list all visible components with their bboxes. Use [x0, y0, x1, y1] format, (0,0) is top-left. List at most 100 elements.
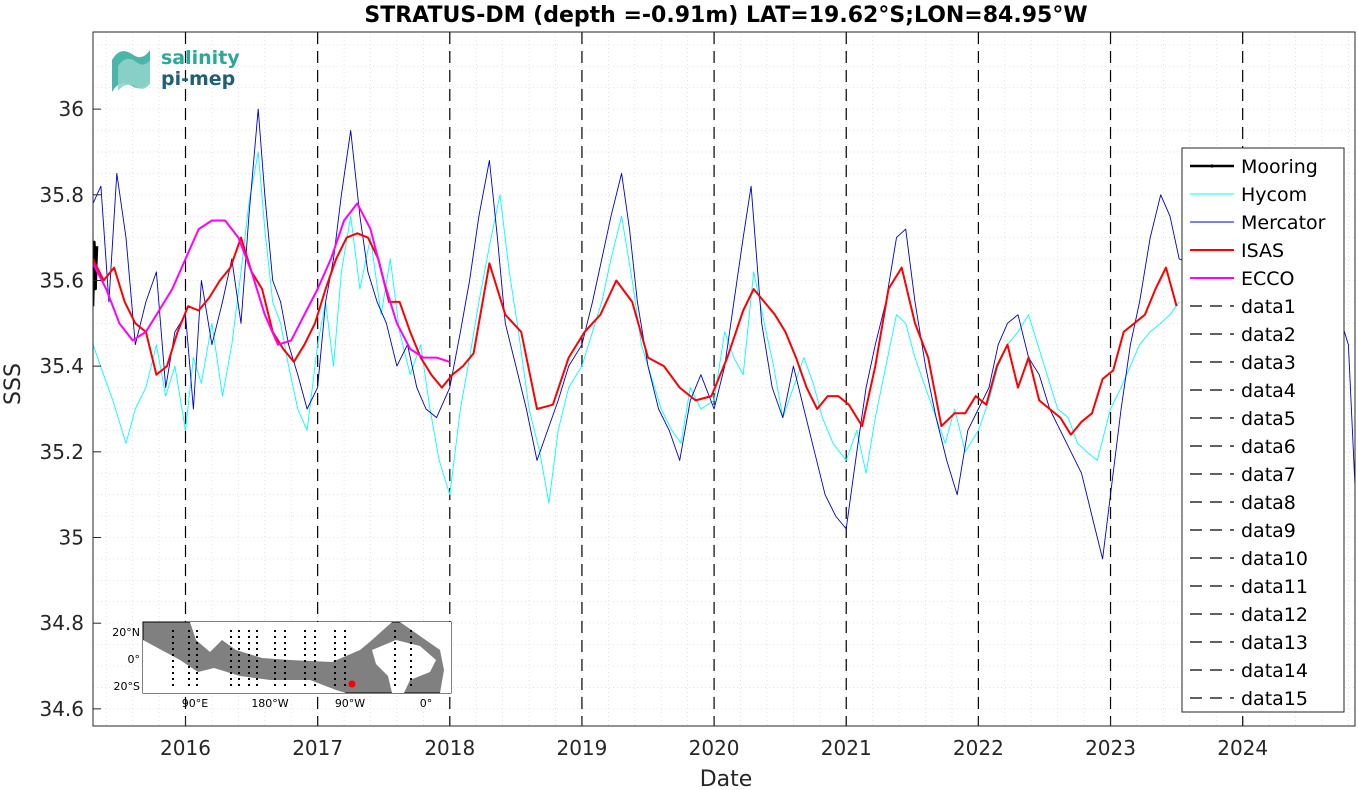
map-buoy-dot [284, 660, 286, 662]
map-buoy-dot [196, 654, 198, 656]
legend-label: data4 [1241, 380, 1296, 402]
x-tick-label: 2017 [292, 736, 343, 760]
legend-label: data2 [1241, 324, 1296, 346]
legend-label: ECCO [1241, 268, 1295, 290]
x-tick-label: 2024 [1217, 736, 1268, 760]
map-buoy-dot [410, 636, 412, 638]
inset-map: 20°N 0° 20°S 90°E 180°W 90°W 0° [112, 621, 452, 710]
map-buoy-dot [274, 630, 276, 632]
map-buoy-dot [394, 684, 396, 686]
legend-label: data13 [1241, 632, 1308, 654]
map-buoy-dot [334, 648, 336, 650]
map-buoy-dot [304, 648, 306, 650]
x-tick-label: 2023 [1085, 736, 1136, 760]
series-line-mercator [93, 108, 1355, 560]
map-buoy-dot [410, 666, 412, 668]
map-buoy-dot [172, 636, 174, 638]
map-buoy-dot [188, 666, 190, 668]
y-tick-label: 35.2 [39, 440, 84, 464]
map-buoy-dot [256, 648, 258, 650]
map-buoy-dot [188, 642, 190, 644]
inset-east-ocean [400, 622, 451, 693]
map-buoy-dot [274, 660, 276, 662]
map-buoy-dot [230, 678, 232, 680]
series-line-isas [93, 232, 1178, 436]
map-buoy-dot [314, 642, 316, 644]
map-buoy-dot [304, 642, 306, 644]
map-buoy-dot [304, 672, 306, 674]
map-buoy-dot [304, 666, 306, 668]
map-buoy-dot [196, 678, 198, 680]
map-buoy-dot [256, 642, 258, 644]
map-buoy-dot [410, 654, 412, 656]
map-buoy-dot [172, 630, 174, 632]
y-tick-label: 35.4 [39, 354, 84, 378]
map-buoy-dot [344, 660, 346, 662]
map-buoy-dot [238, 666, 240, 668]
map-buoy-dot [230, 684, 232, 686]
map-buoy-dot [314, 648, 316, 650]
map-buoy-dot [230, 630, 232, 632]
map-buoy-dot [394, 678, 396, 680]
map-buoy-dot [172, 654, 174, 656]
map-buoy-dot [410, 648, 412, 650]
map-buoy-dot [238, 672, 240, 674]
map-buoy-dot [230, 666, 232, 668]
map-buoy-dot [196, 684, 198, 686]
map-buoy-dot [410, 642, 412, 644]
map-buoy-dot [344, 684, 346, 686]
map-buoy-dot [172, 678, 174, 680]
map-buoy-dot [188, 678, 190, 680]
map-buoy-dot [256, 684, 258, 686]
map-buoy-dot [172, 666, 174, 668]
map-buoy-dot [196, 660, 198, 662]
map-buoy-dot [344, 654, 346, 656]
map-buoy-dot [188, 648, 190, 650]
map-buoy-dot [410, 630, 412, 632]
map-buoy-dot [284, 636, 286, 638]
map-buoy-dot [284, 642, 286, 644]
map-buoy-dot [304, 660, 306, 662]
map-buoy-dot [394, 654, 396, 656]
map-buoy-dot [344, 678, 346, 680]
map-buoy-dot [394, 642, 396, 644]
logo-line2: pi-mep [161, 68, 235, 90]
map-buoy-dot [274, 666, 276, 668]
map-buoy-dot [284, 654, 286, 656]
map-buoy-dot [238, 648, 240, 650]
series-line-mooring [93, 240, 99, 307]
y-tick-label: 35.6 [39, 268, 84, 292]
legend-label: Mercator [1241, 212, 1326, 234]
map-buoy-dot [196, 636, 198, 638]
map-buoy-dot [248, 678, 250, 680]
map-buoy-dot [274, 654, 276, 656]
logo-line1: salinity [161, 47, 240, 69]
map-buoy-dot [394, 630, 396, 632]
map-buoy-dot [238, 630, 240, 632]
legend-label: data5 [1241, 408, 1296, 430]
x-tick-label: 2018 [424, 736, 475, 760]
x-tick-label: 2021 [821, 736, 872, 760]
x-axis-ticks: 2016 2017 2018 2019 2020 2021 2022 2023 2024 [160, 718, 1268, 760]
map-buoy-dot [230, 636, 232, 638]
inset-ocean-north [143, 622, 392, 662]
map-buoy-dot [172, 642, 174, 644]
map-buoy-dot [314, 636, 316, 638]
map-buoy-dot [188, 672, 190, 674]
legend-label: data9 [1241, 520, 1296, 542]
inset-ocean-south [143, 640, 346, 693]
map-buoy-dot [284, 630, 286, 632]
series-line-ecco [93, 202, 451, 363]
map-buoy-dot [238, 642, 240, 644]
map-buoy-dot [238, 684, 240, 686]
map-buoy-dot [284, 648, 286, 650]
map-buoy-dot [238, 678, 240, 680]
map-buoy-dot [248, 630, 250, 632]
series-line-hycom [93, 151, 1180, 504]
map-buoy-dot [274, 642, 276, 644]
y-tick-label: 34.8 [39, 611, 84, 635]
map-buoy-dot [304, 636, 306, 638]
map-buoy-dot [274, 678, 276, 680]
map-buoy-dot [334, 678, 336, 680]
